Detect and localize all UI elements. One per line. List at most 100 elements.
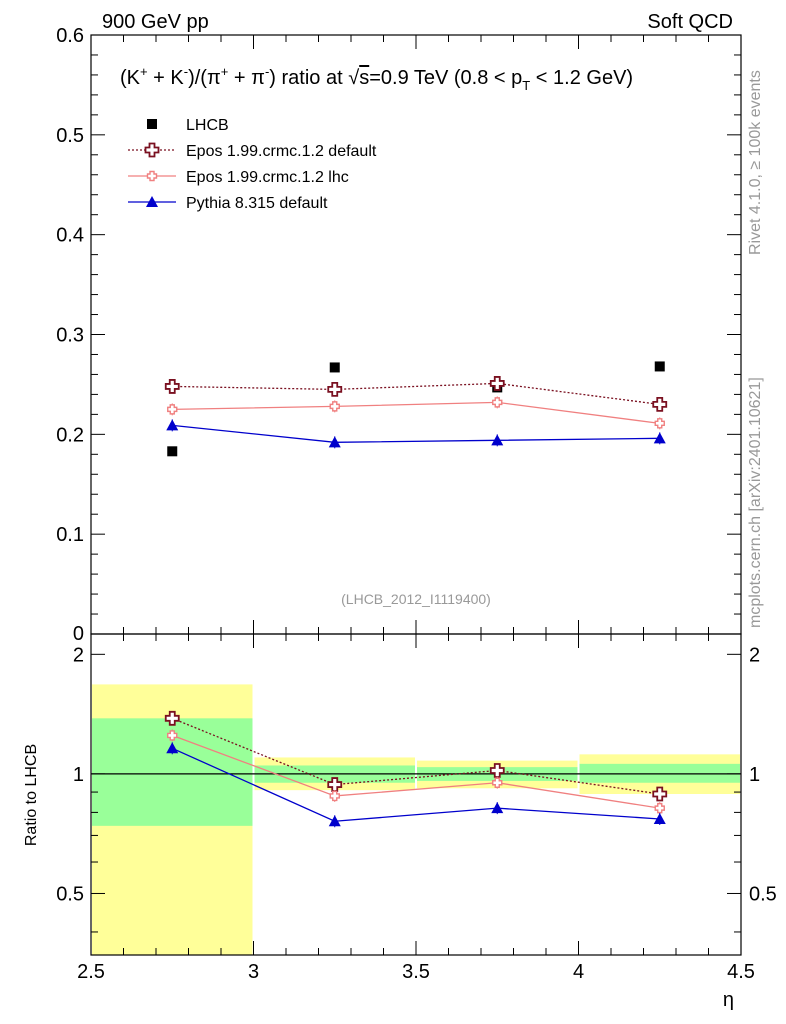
main-point — [329, 362, 340, 373]
ratio-series — [164, 710, 668, 828]
main-ytick-label: 0.4 — [56, 225, 84, 247]
title-close: < 1.2 GeV) — [530, 67, 633, 89]
main-line — [172, 382, 660, 406]
ratio-point — [166, 742, 179, 754]
main-point — [166, 419, 179, 431]
main-title: (K+ + K-)/(π+ + π-) ratio at √s=0.9 TeV … — [120, 64, 633, 93]
main-ytick-label: 0.5 — [56, 125, 84, 147]
ratio-ytick-label-right: 1 — [749, 764, 760, 786]
ratio-line — [172, 734, 660, 809]
legend-marker — [147, 119, 157, 129]
ratio-ytick-label-right: 0.5 — [749, 883, 777, 905]
main-point — [328, 436, 341, 448]
ratio-point — [652, 786, 668, 802]
main-point — [652, 396, 668, 412]
main-ytick-label: 0.1 — [56, 524, 84, 546]
main-line — [172, 424, 660, 443]
ratio-line — [172, 717, 660, 795]
main-pythia-8-315-default — [166, 419, 666, 449]
ratio-point — [329, 790, 340, 802]
main-point — [491, 434, 504, 446]
title-energy: =0.9 TeV (0.8 < p — [369, 67, 522, 89]
ratio-ytick-label: 0.5 — [56, 883, 84, 905]
ratio-xtick-label: 4.5 — [727, 961, 755, 983]
legend-label: Pythia 8.315 default — [186, 195, 328, 212]
title-mid: )/(π — [188, 67, 221, 89]
ratio-point — [492, 777, 503, 788]
title-plus2: + π — [228, 67, 265, 89]
main-point — [164, 379, 180, 394]
ratio-ytick-label: 2 — [73, 644, 84, 666]
legend-item: Epos 1.99.crmc.1.2 default — [128, 142, 377, 160]
frames — [90, 34, 742, 956]
ratio-frame — [90, 633, 742, 956]
legend: LHCB Epos 1.99.crmc.1.2 default Epos 1.99.… — [128, 117, 377, 212]
band-green-3 — [579, 763, 740, 783]
ratio-point — [328, 815, 341, 827]
legend-marker — [144, 142, 160, 158]
axes: 0 0.1 0.2 0.3 0.4 0.5 0.6 2.5 3 3.5 4 4.5 0.5 0.5 1 1 2 2 — [56, 25, 777, 983]
ratio-point — [489, 763, 505, 778]
ratio-pythia-8-315-default — [166, 742, 666, 828]
legend-label: Epos 1.99.crmc.1.2 default — [186, 143, 377, 160]
main-ytick-label: 0 — [73, 623, 84, 645]
main-point — [489, 376, 505, 391]
title-pi-minus: - — [265, 64, 269, 79]
legend-item: Epos 1.99.crmc.1.2 lhc — [128, 169, 349, 186]
main-point — [329, 401, 340, 412]
main-epos-1-99-crmc-1-2-lhc — [167, 396, 665, 430]
legend-marker — [146, 170, 158, 182]
ratio-ytick-label: 1 — [73, 764, 84, 786]
ratio-point — [491, 802, 504, 814]
ratio-uncertainty-bands — [92, 684, 740, 955]
main-epos-1-99-crmc-1-2-default — [164, 376, 668, 412]
ratio-epos-1-99-crmc-1-2-default — [164, 710, 668, 802]
main-lhcb — [167, 361, 665, 457]
main-point — [654, 361, 665, 372]
title-s: s — [359, 67, 369, 89]
rivet-label: Rivet 4.1.0, ≥ 100k events — [747, 70, 764, 255]
mcplots-label: mcplots.cern.ch [arXiv:2401.10621] — [747, 377, 764, 628]
ratio-epos-1-99-crmc-1-2-lhc — [167, 729, 665, 815]
main-point — [653, 432, 666, 444]
ratio-xtick-label: 3.5 — [402, 961, 430, 983]
ratio-line — [171, 747, 660, 822]
main-point — [492, 397, 503, 408]
legend-label: Epos 1.99.crmc.1.2 lhc — [186, 169, 349, 186]
ratio-xtick-label: 4 — [573, 961, 584, 983]
main-series — [164, 361, 668, 457]
title-plus1: + K — [148, 67, 185, 89]
ratio-point — [653, 812, 666, 824]
legend-marker — [146, 196, 158, 207]
main-line — [172, 401, 660, 424]
header-right: Soft QCD — [647, 11, 733, 33]
analysis-tag: (LHCB_2012_I1119400) — [341, 591, 491, 607]
header-left: 900 GeV pp — [102, 11, 209, 33]
title-pi-plus: + — [221, 64, 229, 79]
main-point — [167, 404, 178, 415]
ratio-xtick-label: 2.5 — [77, 961, 105, 983]
main-point — [654, 418, 665, 429]
ratio-point — [164, 710, 180, 726]
main-point — [167, 446, 178, 457]
title-k-plus: + — [140, 64, 148, 79]
main-ytick-label: 0.2 — [56, 424, 84, 446]
legend-label: LHCB — [186, 117, 229, 134]
main-point — [327, 382, 343, 397]
title-root: √ — [348, 67, 359, 89]
ratio-ylabel: Ratio to LHCB — [23, 744, 40, 846]
legend-item: Pythia 8.315 default — [128, 195, 328, 212]
legend-item: LHCB — [147, 117, 229, 134]
xaxis-label: η — [723, 989, 734, 1011]
ratio-ytick-label-right: 2 — [749, 644, 760, 666]
ratio-xtick-label: 3 — [248, 961, 259, 983]
title-k-minus: - — [184, 64, 188, 79]
main-ytick-label: 0.3 — [56, 325, 84, 347]
ratio-point — [167, 730, 178, 741]
title-after: ) ratio at — [269, 67, 348, 89]
main-ytick-label: 0.6 — [56, 25, 84, 47]
title-sub-t: T — [522, 78, 530, 93]
title-open: (K — [120, 67, 141, 89]
ratio-point — [654, 802, 665, 814]
